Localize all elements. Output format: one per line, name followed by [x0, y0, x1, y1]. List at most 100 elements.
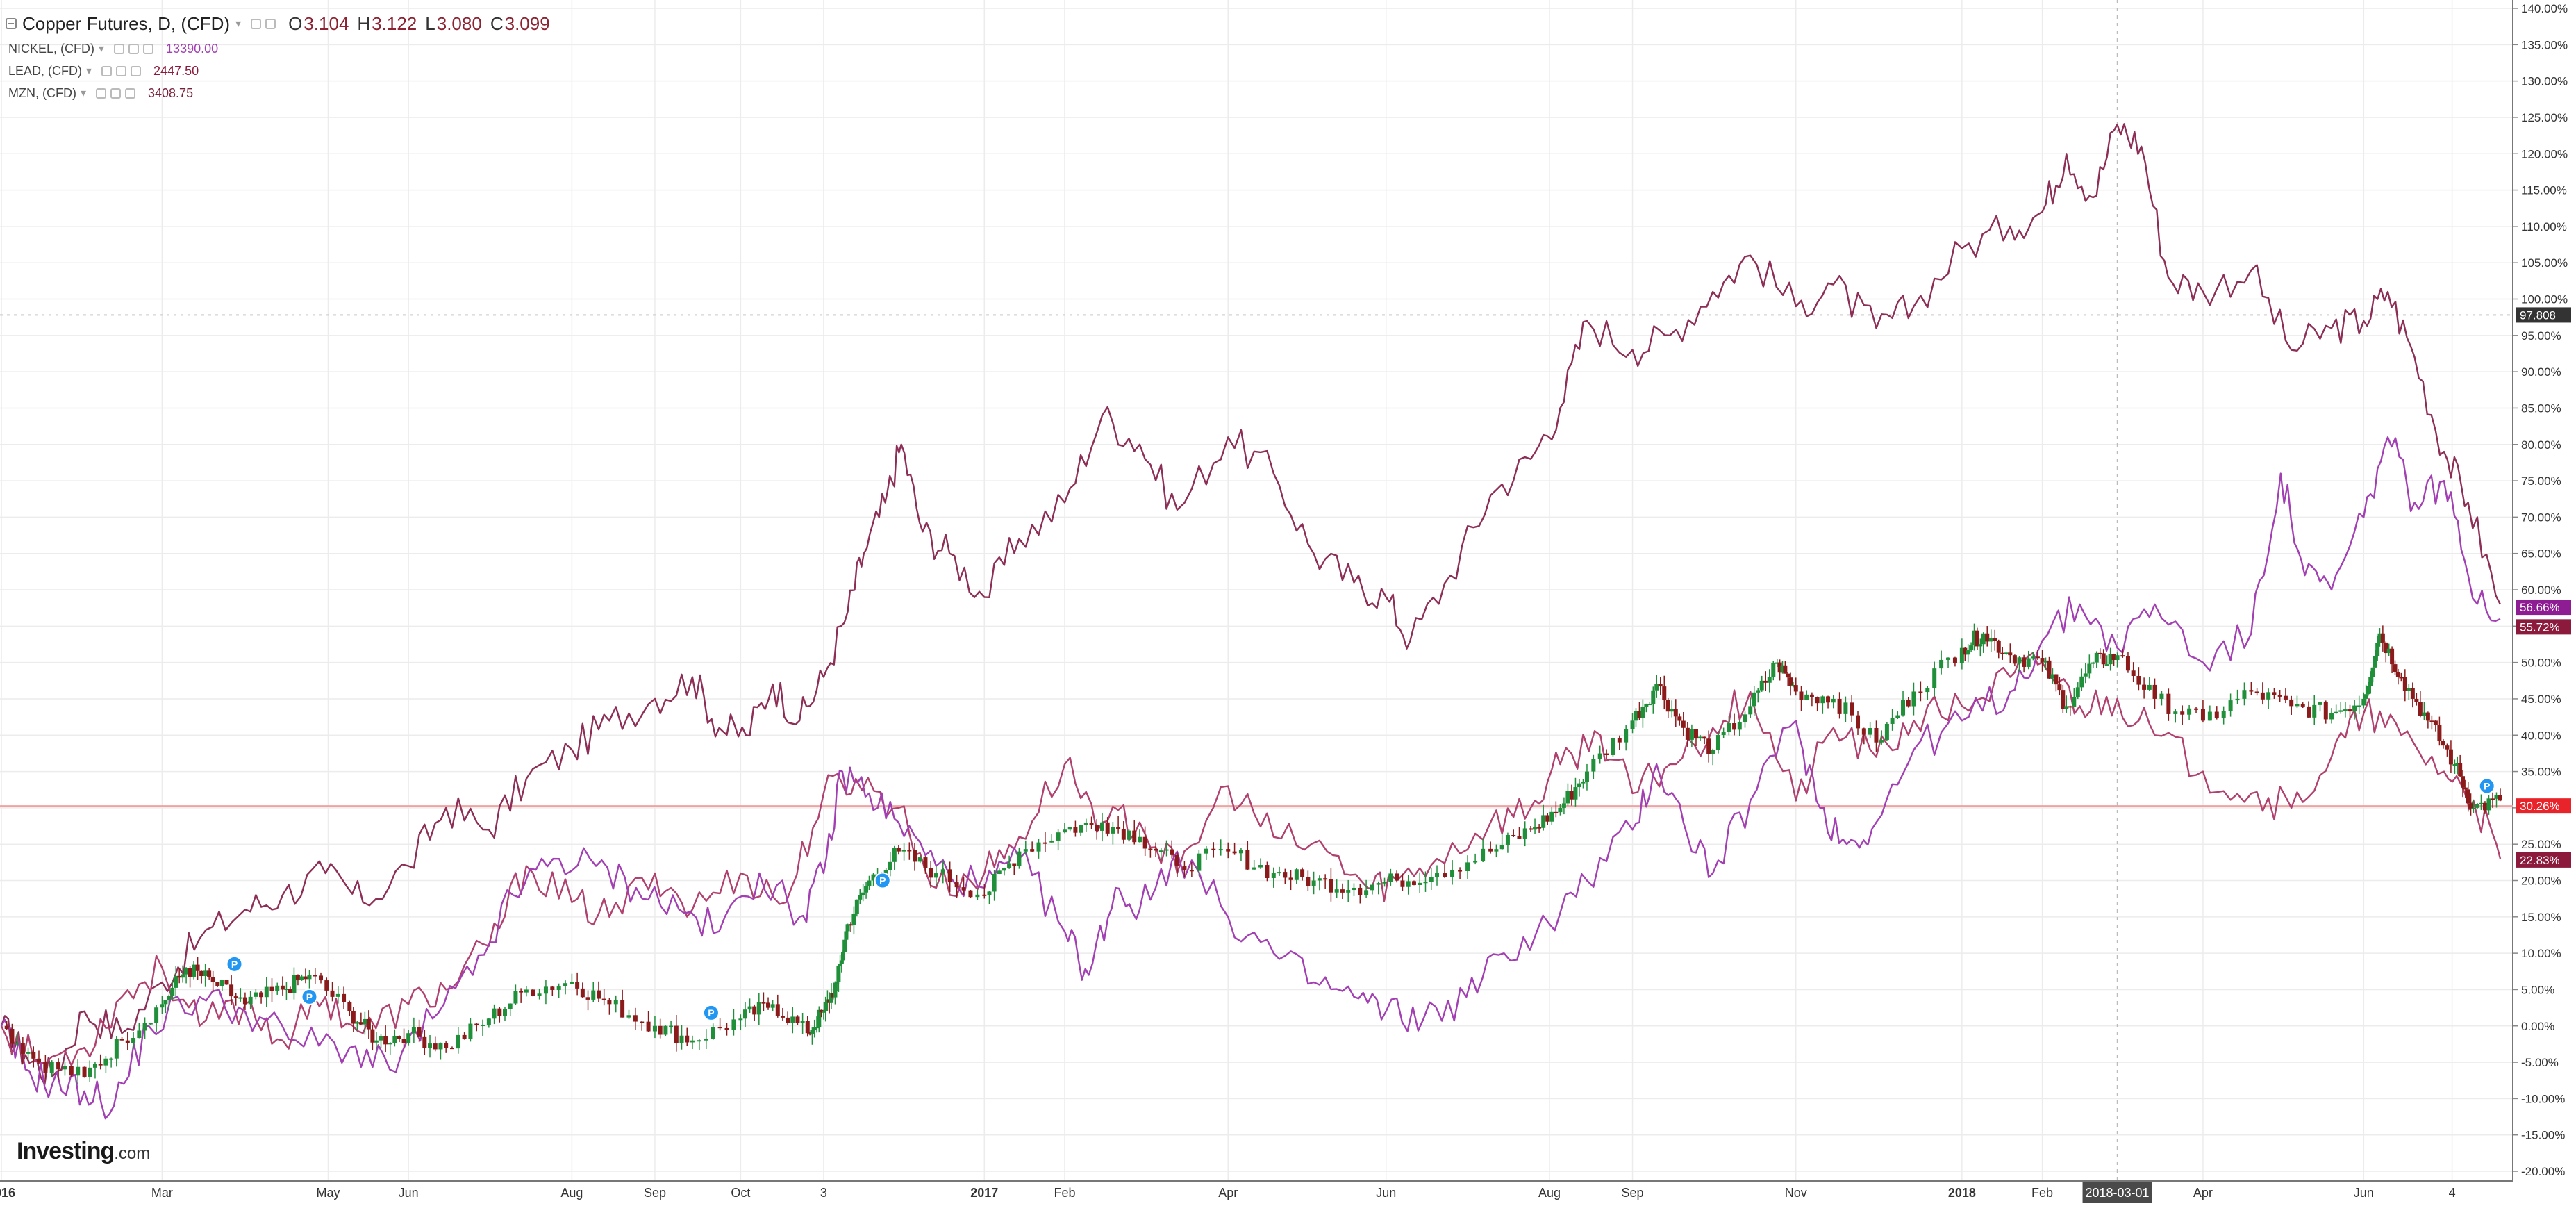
chevron-down-icon[interactable]: ▾: [86, 65, 92, 77]
candle-body: [2061, 690, 2066, 709]
candle-body: [307, 975, 312, 980]
series-title[interactable]: NICKEL, (CFD): [8, 41, 95, 56]
candle-body: [1901, 700, 1906, 716]
candle-body: [1511, 834, 1516, 836]
candle-body: [2306, 706, 2311, 718]
candle-body: [444, 1043, 449, 1048]
legend-row-nickel[interactable]: NICKEL, (CFD) ▾ 13390.00: [6, 38, 550, 60]
chevron-down-icon[interactable]: ▾: [235, 18, 242, 30]
visibility-icon[interactable]: [116, 65, 127, 76]
candle-body: [2448, 749, 2453, 765]
event-marker[interactable]: P: [301, 988, 318, 1005]
candle-body: [379, 1036, 383, 1041]
y-tick-label: 115.00%: [2521, 184, 2567, 197]
candle-body: [2486, 798, 2491, 811]
candle-body: [968, 890, 973, 898]
candle-body: [591, 990, 596, 1000]
candle-body: [800, 1021, 805, 1023]
candle-body: [1786, 673, 1790, 678]
event-marker[interactable]: P: [226, 955, 243, 973]
candle-body: [1658, 684, 1663, 687]
candle-body: [2329, 713, 2334, 720]
main-series-title[interactable]: Copper Futures, D, (CFD): [22, 13, 231, 34]
candle-body: [2047, 660, 2052, 679]
close-icon[interactable]: [143, 43, 154, 54]
candle-body: [888, 861, 892, 870]
candle-body: [2214, 711, 2219, 718]
visibility-icon[interactable]: [265, 18, 276, 29]
legend-main-row[interactable]: Copper Futures, D, (CFD) ▾ O 3.104 H 3.1…: [6, 10, 550, 38]
candle-body: [2091, 662, 2095, 664]
visibility-icon[interactable]: [128, 43, 140, 54]
candle-body: [492, 1008, 497, 1019]
collapse-icon[interactable]: [6, 18, 17, 29]
candle-body: [1148, 848, 1153, 850]
candle-body: [43, 1062, 48, 1073]
candle-body: [1429, 877, 1434, 882]
event-marker[interactable]: P: [2478, 777, 2495, 795]
visibility-icon[interactable]: [110, 88, 122, 99]
settings-icon[interactable]: [96, 88, 107, 99]
event-marker[interactable]: P: [874, 872, 891, 889]
candle-body: [1062, 829, 1067, 833]
settings-icon[interactable]: [251, 18, 262, 29]
marker-circle: [874, 872, 891, 889]
chevron-down-icon[interactable]: ▾: [99, 43, 105, 55]
candle-body: [519, 991, 524, 993]
candle-body: [929, 868, 933, 878]
candle-body: [864, 886, 869, 893]
series-title[interactable]: LEAD, (CFD): [8, 63, 83, 78]
candle-body: [1294, 869, 1299, 880]
candle-body: [1023, 849, 1028, 852]
candle-body: [633, 1015, 638, 1022]
cursor-date-text: 2018-03-01: [2085, 1186, 2149, 1200]
candle-body: [103, 1058, 108, 1066]
candle-body: [2370, 667, 2375, 677]
close-icon[interactable]: [125, 88, 136, 99]
candle-body: [1617, 738, 1622, 743]
candle-body: [1132, 830, 1137, 843]
candle-body: [2000, 652, 2005, 654]
candle-body: [1358, 887, 1363, 895]
marker-label: P: [879, 875, 886, 886]
candle-body: [299, 976, 304, 981]
marker-circle: [702, 1004, 720, 1021]
legend-row-lead[interactable]: LEAD, (CFD) ▾ 2447.50: [6, 60, 550, 82]
price-label: 97.808: [2516, 307, 2571, 323]
candle-body: [1238, 850, 1243, 854]
candle-body: [1549, 811, 1554, 822]
candle-body: [795, 1016, 800, 1023]
settings-icon[interactable]: [101, 65, 113, 76]
candle-body: [1142, 836, 1147, 849]
legend-row-mzn[interactable]: MZN, (CFD) ▾ 3408.75: [6, 82, 550, 104]
price-label-text: 55.72%: [2520, 620, 2560, 634]
candle-body: [1388, 873, 1393, 882]
candle-body: [295, 975, 300, 981]
settings-icon[interactable]: [114, 43, 125, 54]
event-marker[interactable]: P: [702, 1004, 720, 1021]
cursor-date-bg: [2082, 1182, 2152, 1203]
candle-body: [2017, 657, 2022, 664]
candle-body: [1418, 882, 1422, 885]
candle-body: [114, 1039, 119, 1059]
candle-body: [2136, 675, 2141, 685]
candle-body: [125, 1040, 130, 1043]
chevron-down-icon[interactable]: ▾: [80, 88, 87, 99]
candle-body: [2228, 700, 2233, 711]
x-tick-label: Nov: [1785, 1186, 1807, 1200]
candle-body: [2094, 652, 2099, 663]
high-key: H: [357, 13, 371, 34]
close-icon[interactable]: [131, 65, 142, 76]
candle-body: [264, 986, 269, 998]
candle-body: [119, 1039, 124, 1041]
candle-body: [1932, 668, 1937, 688]
series-title[interactable]: MZN, (CFD): [8, 85, 76, 100]
candle-body: [1265, 865, 1270, 878]
candle-body: [292, 975, 297, 993]
candle-body: [1411, 881, 1416, 885]
candle-body: [1522, 828, 1527, 839]
candle-body: [2031, 656, 2036, 659]
candle-body: [1752, 692, 1756, 707]
